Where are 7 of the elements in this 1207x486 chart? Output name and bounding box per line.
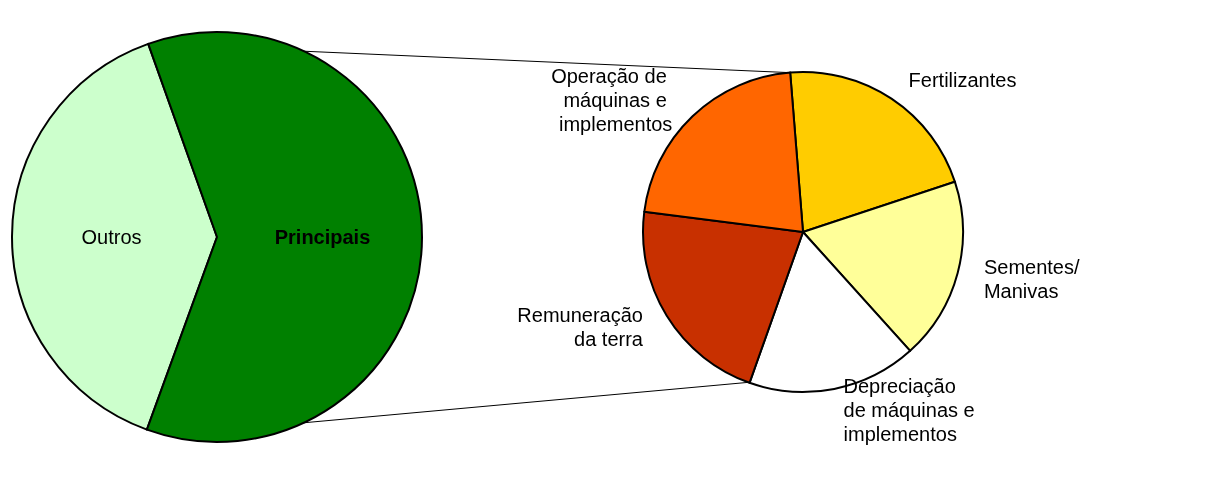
- slice-label: Sementes/Manivas: [983, 255, 1080, 302]
- slice-label: Outros: [81, 225, 142, 248]
- slice-label: Operação de máquinas e implementos: [551, 65, 673, 136]
- slice-label: Depreciação de máquinas e implementos: [843, 375, 981, 446]
- slice-label: Principais: [274, 226, 371, 249]
- slice-label: Remuneração da terra: [517, 304, 644, 351]
- slice-label: Fertilizantes: [908, 69, 1017, 92]
